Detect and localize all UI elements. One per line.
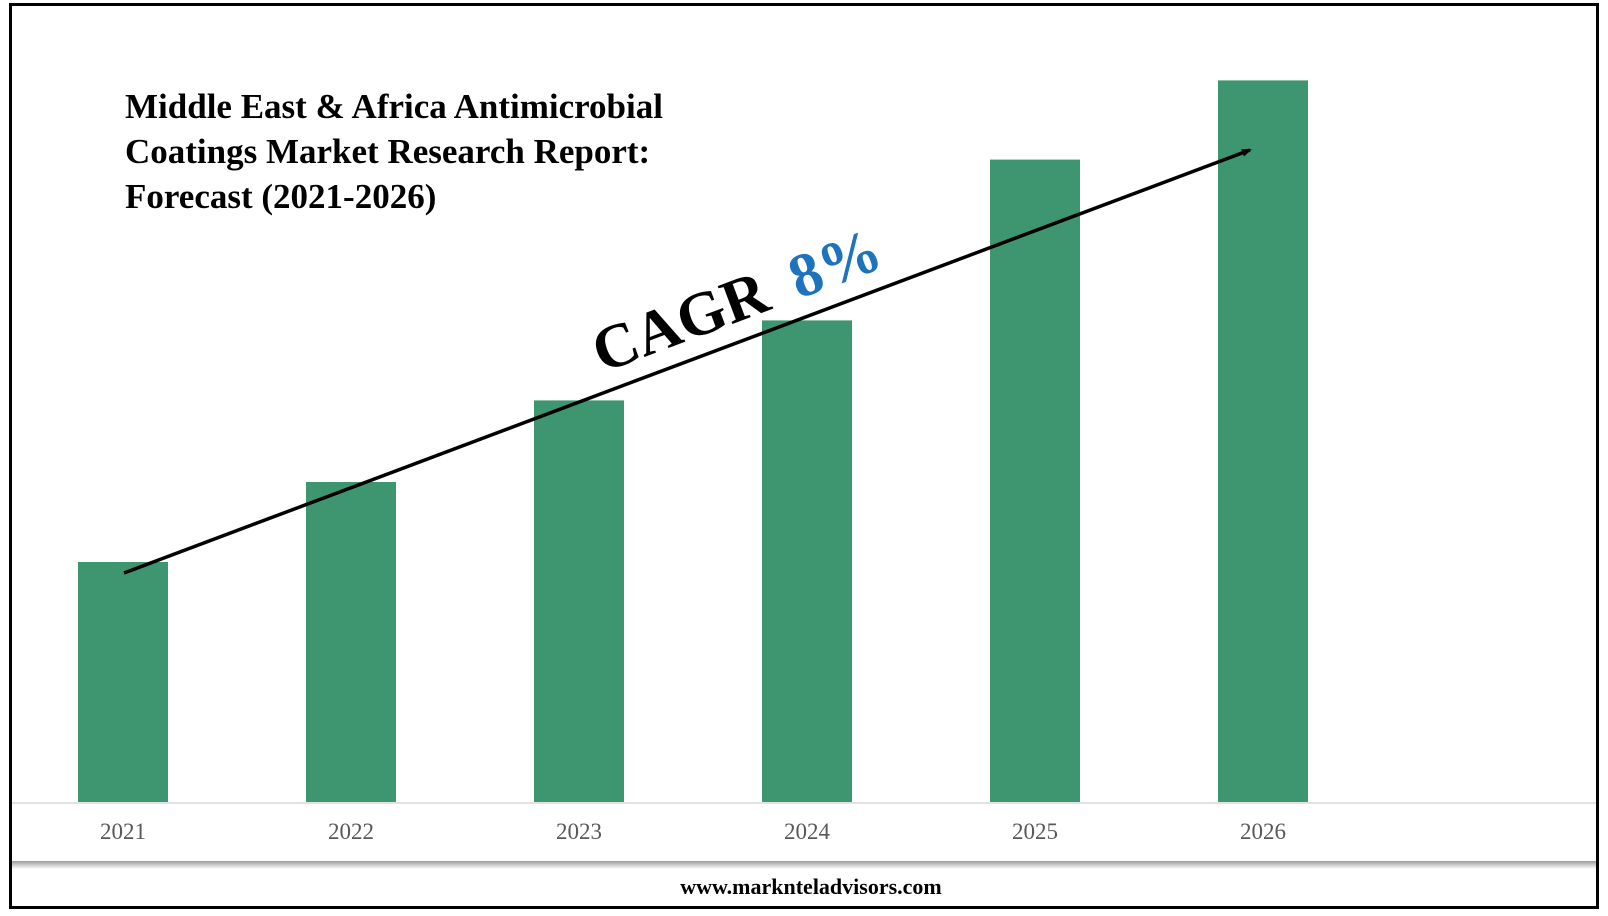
bar-2024 xyxy=(762,320,852,802)
x-axis-tick-labels: 2021 2022 2023 2024 2025 2026 xyxy=(100,819,1286,844)
cagr-prefix: CAGR xyxy=(583,258,779,386)
x-tick-label-2023: 2023 xyxy=(556,819,602,844)
x-tick-label-2022: 2022 xyxy=(328,819,374,844)
x-tick-label-2026: 2026 xyxy=(1240,819,1286,844)
bar-2026 xyxy=(1218,80,1308,802)
bar-2022 xyxy=(306,482,396,802)
bar-2021 xyxy=(78,562,168,802)
x-tick-label-2024: 2024 xyxy=(784,819,831,844)
chart-title-line-3: Forecast (2021-2026) xyxy=(125,177,436,216)
chart-title-line-2: Coatings Market Research Report: xyxy=(125,132,650,171)
bars xyxy=(78,80,1308,803)
chart-title: Middle East & Africa Antimicrobial Coati… xyxy=(125,87,663,216)
trend-arrow xyxy=(123,148,1252,575)
footer-website: www.marknteladvisors.com xyxy=(680,874,942,899)
bar-2025 xyxy=(990,159,1080,803)
x-tick-label-2025: 2025 xyxy=(1012,819,1058,844)
x-tick-label-2021: 2021 xyxy=(100,819,146,844)
chart-title-line-1: Middle East & Africa Antimicrobial xyxy=(125,87,663,126)
footer-divider-shadow xyxy=(12,861,1596,869)
bar-2023 xyxy=(534,400,624,802)
cagr-value: 8% xyxy=(780,216,891,312)
